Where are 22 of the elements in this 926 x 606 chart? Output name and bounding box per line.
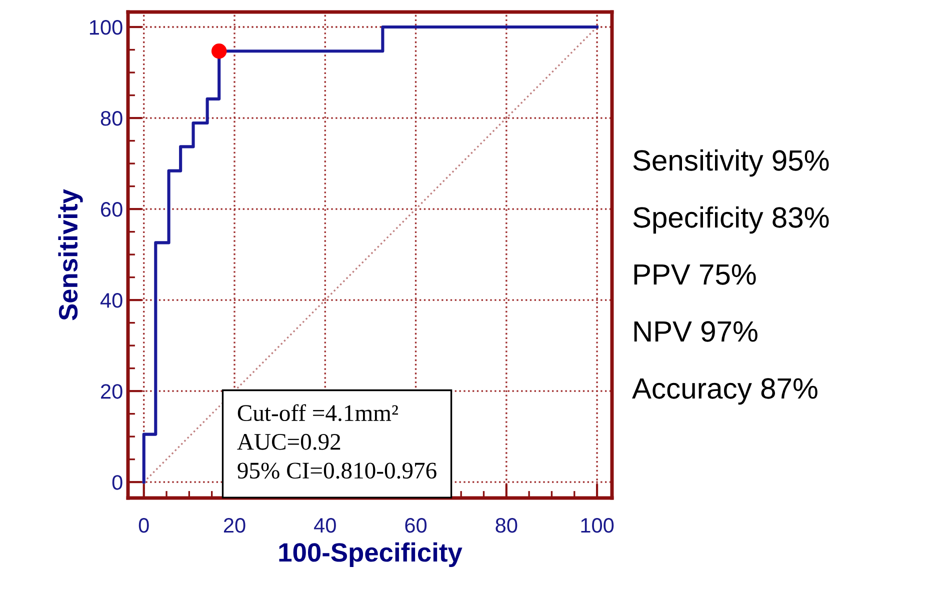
x-tick-label: 100 <box>581 518 614 533</box>
x-axis-title: 100-Specificity <box>279 542 462 568</box>
text: PPV 75% <box>634 264 756 285</box>
text: Specificity 83% <box>633 206 829 234</box>
text: Accuracy 87% <box>632 378 818 405</box>
y-tick-label: 20 <box>101 384 122 399</box>
y-tick-label: 60 <box>101 202 122 217</box>
annotation: 95% CI=0.810-0.976 <box>238 462 436 479</box>
text: Sensitivity 95% <box>633 149 829 177</box>
x-tick-label: 20 <box>224 518 246 533</box>
y-tick-label: 0 <box>112 475 122 490</box>
y-tick-label: 100 <box>90 20 122 35</box>
annotation: Cut-off =4.1mm² <box>238 404 398 422</box>
text: NPV 97% <box>634 321 758 342</box>
x-tick-label: 40 <box>314 518 336 533</box>
x-tick-label: 60 <box>405 518 427 533</box>
x-tick-label: 80 <box>496 518 518 533</box>
y-tick-label: 40 <box>100 293 122 308</box>
annotation: AUC=0.92 <box>237 434 340 450</box>
y-tick-label: 80 <box>100 111 122 126</box>
x-tick-label: 0 <box>138 518 149 533</box>
y-axis-title: Sensitivity <box>58 189 83 320</box>
